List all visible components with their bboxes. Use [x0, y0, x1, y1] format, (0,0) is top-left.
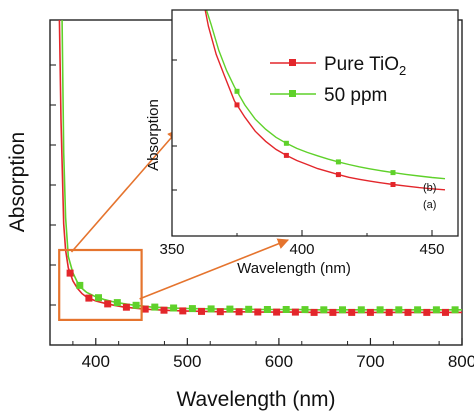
main-marker-50ppm: [320, 306, 328, 314]
main-marker-50ppm: [132, 301, 140, 309]
curve-label-a: (a): [423, 199, 436, 211]
main-marker-50ppm: [58, 3, 65, 10]
main-marker-pure-tio2: [198, 307, 205, 315]
main-marker-pure-tio2: [85, 294, 93, 302]
main-marker-50ppm: [414, 306, 422, 314]
inset-legend: Pure TiO2 50 ppm: [270, 54, 406, 106]
legend-label-50ppm: 50 ppm: [324, 85, 387, 106]
main-marker-pure-tio2: [329, 308, 337, 316]
main-marker-50ppm: [376, 306, 384, 314]
main-marker-pure-tio2: [366, 308, 374, 316]
legend-swatch-marker-50ppm: [289, 90, 296, 97]
main-marker-50ppm: [207, 305, 215, 313]
legend-item-50ppm: 50 ppm: [270, 85, 387, 106]
main-marker-pure-tio2: [385, 308, 393, 316]
main-marker-pure-tio2: [310, 308, 318, 316]
main-marker-pure-tio2: [442, 308, 449, 316]
main-x-tick-label: 500: [173, 352, 201, 371]
inset-marker-50ppm: [234, 88, 240, 94]
main-marker-50ppm: [170, 304, 178, 312]
inset-x-tick-label: 350: [159, 241, 184, 258]
inset-plot-frame: [171, 9, 459, 237]
inset-x-tick-label: 450: [419, 241, 444, 258]
main-marker-pure-tio2: [141, 305, 149, 313]
main-marker-50ppm: [188, 305, 196, 313]
zoom-annotation: [58, 129, 290, 322]
main-marker-50ppm: [245, 305, 253, 313]
main-plot: 400 500 600 700 800 Wavelength (nm) Absorpti…: [6, 3, 474, 411]
main-marker-50ppm: [113, 299, 121, 307]
main-marker-50ppm: [95, 294, 102, 302]
inset-marker-pure-tio2: [390, 182, 396, 187]
main-marker-50ppm: [339, 306, 346, 314]
main-marker-pure-tio2: [423, 308, 431, 316]
main-x-tick-label: 700: [356, 352, 384, 371]
inset-marker-pure-tio2: [283, 152, 289, 158]
inset-plot-background: [172, 10, 458, 236]
main-marker-50ppm: [432, 306, 440, 314]
main-marker-pure-tio2: [404, 308, 412, 316]
zoom-box: [58, 248, 143, 322]
inset-marker-50ppm: [283, 140, 289, 146]
zoom-arrow-lower: [139, 238, 290, 300]
inset-marker-50ppm: [390, 170, 396, 176]
legend-label-pure-tio2-main: Pure TiO: [324, 54, 399, 75]
main-marker-50ppm: [301, 306, 309, 314]
main-marker-pure-tio2: [179, 307, 187, 315]
zoom-arrow-upper: [70, 129, 179, 253]
main-marker-50ppm: [282, 306, 290, 313]
inset-marker-pure-tio2: [234, 102, 240, 108]
main-marker-50ppm: [395, 306, 403, 314]
main-marker-pure-tio2: [254, 308, 262, 316]
inset-x-axis-title: Wavelength (nm): [237, 260, 351, 277]
inset-marker-pure-tio2: [335, 172, 341, 178]
main-marker-pure-tio2: [66, 269, 74, 277]
main-x-tick-label: 400: [82, 352, 110, 371]
main-x-tick-label: 800: [448, 352, 474, 371]
inset-x-tick-label: 400: [289, 241, 314, 258]
main-marker-pure-tio2: [273, 308, 281, 316]
main-marker-pure-tio2: [160, 306, 168, 314]
inset-plot: 350 400 450 Wavelength (nm) Absorption Pur…: [145, 9, 459, 277]
main-marker-pure-tio2: [122, 303, 130, 311]
legend-item-pure-tio2: Pure TiO2: [270, 54, 406, 78]
main-marker-50ppm: [76, 281, 84, 289]
main-marker-pure-tio2: [348, 308, 356, 316]
main-marker-pure-tio2: [291, 308, 299, 316]
legend-label-pure-tio2: Pure TiO2: [324, 54, 406, 78]
main-x-tick-label: 600: [265, 352, 293, 371]
main-marker-50ppm: [357, 306, 365, 314]
main-marker-50ppm: [451, 306, 459, 314]
main-y-axis-title: Absorption: [6, 132, 29, 232]
inset-marker-50ppm: [335, 159, 341, 165]
main-marker-50ppm: [263, 306, 271, 313]
legend-swatch-marker-pure-tio2: [289, 59, 296, 66]
main-marker-pure-tio2: [104, 300, 112, 308]
main-marker-50ppm: [226, 305, 234, 313]
main-x-axis-title: Wavelength (nm): [176, 388, 335, 411]
main-marker-pure-tio2: [235, 308, 243, 316]
curve-label-b: (b): [423, 182, 436, 194]
main-marker-pure-tio2: [216, 308, 224, 316]
legend-label-pure-tio2-subscript: 2: [399, 63, 406, 78]
inset-y-axis-title: Absorption: [145, 99, 162, 171]
main-marker-50ppm: [151, 303, 159, 311]
